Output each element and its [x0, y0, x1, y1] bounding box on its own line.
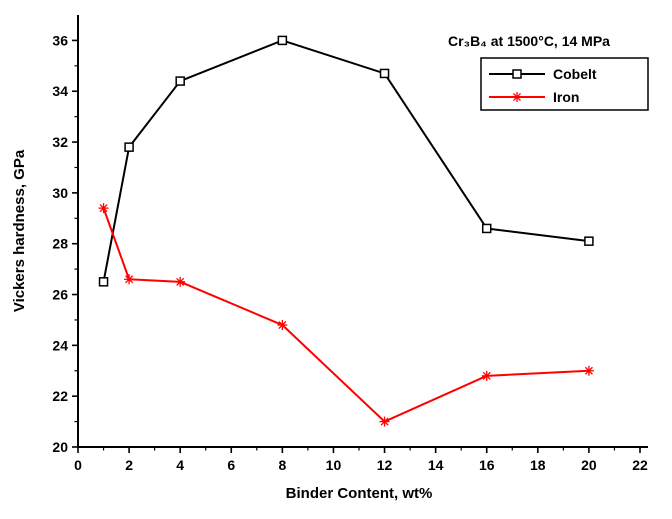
asterisk-marker [583, 365, 594, 376]
x-tick-label: 6 [227, 457, 235, 473]
x-tick-label: 22 [632, 457, 648, 473]
square-marker [98, 277, 109, 287]
series-line-iron [102, 207, 589, 423]
asterisk-marker [277, 320, 288, 331]
y-tick-label: 34 [52, 83, 68, 99]
x-tick-label: 12 [377, 457, 393, 473]
legend-label-cobelt: Cobelt [553, 66, 597, 82]
square-marker [379, 68, 390, 79]
asterisk-marker [379, 416, 390, 427]
asterisk-marker [512, 92, 522, 102]
y-tick-label: 24 [52, 337, 68, 353]
square-marker [277, 35, 288, 46]
x-tick-label: 2 [125, 457, 133, 473]
y-tick-label: 20 [52, 439, 68, 455]
y-tick-label: 30 [52, 185, 68, 201]
chart-annotation: Cr₃B₄ at 1500°C, 14 MPa [448, 33, 610, 49]
square-marker [124, 142, 134, 152]
asterisk-marker [98, 203, 109, 214]
x-tick-label: 0 [74, 457, 82, 473]
square-marker [512, 69, 522, 79]
x-tick-label: 18 [530, 457, 546, 473]
x-axis-title: Binder Content, wt% [286, 485, 433, 502]
y-tick-label: 32 [52, 134, 68, 150]
square-marker [584, 236, 594, 246]
y-tick-label: 26 [52, 287, 68, 303]
y-tick-label: 28 [52, 236, 68, 252]
asterisk-marker [175, 276, 186, 287]
legend-label-iron: Iron [553, 89, 579, 105]
y-tick-label: 36 [52, 32, 68, 48]
legend-box [480, 57, 649, 111]
asterisk-marker [124, 274, 135, 285]
legend: Cobelt Iron [480, 57, 649, 111]
x-tick-label: 20 [581, 457, 597, 473]
x-tick-label: 4 [176, 457, 184, 473]
square-marker [481, 223, 492, 234]
y-axis-title: Vickers hardness, GPa [11, 149, 28, 312]
square-marker [175, 76, 185, 86]
y-tick-label: 22 [52, 388, 68, 404]
x-tick-label: 14 [428, 457, 444, 473]
x-tick-label: 8 [278, 457, 286, 473]
asterisk-marker [481, 370, 492, 381]
x-tick-label: 16 [479, 457, 495, 473]
x-tick-label: 10 [326, 457, 342, 473]
